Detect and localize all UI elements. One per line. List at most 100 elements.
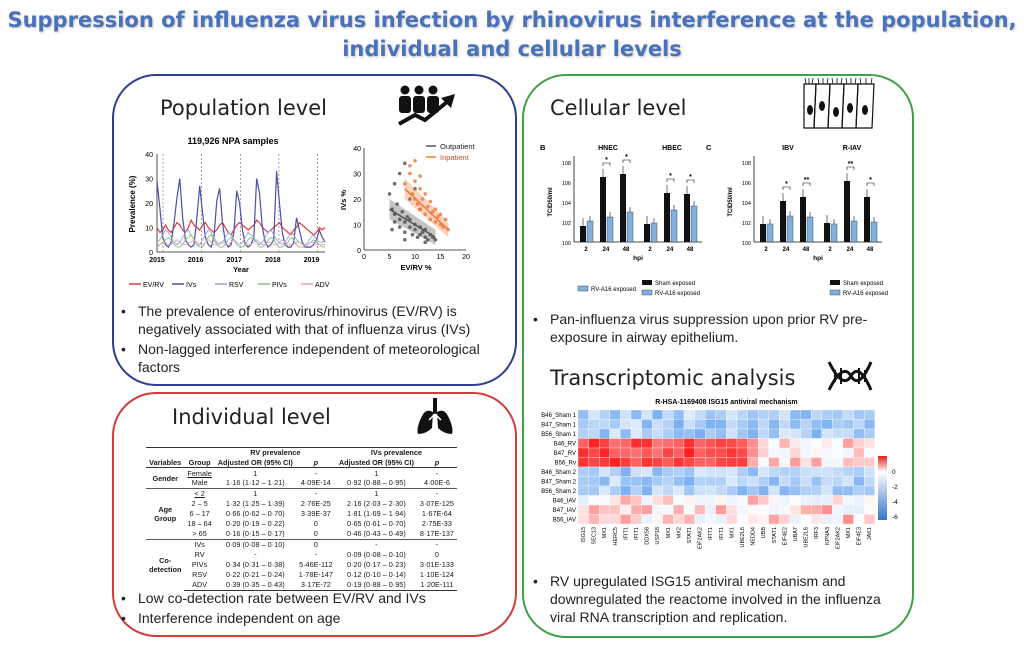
heatmap-cell xyxy=(758,419,769,430)
table-row: Co-detection IVs 0·09 (0·08 – 0·10) 0- - xyxy=(146,538,457,591)
y-axis-label: IVs % xyxy=(339,190,348,210)
heatmap-cell xyxy=(853,447,865,458)
heatmap-col-label: MX1 xyxy=(602,527,608,538)
table-cell: 2·16 (2·03 – 2·30) xyxy=(346,499,406,509)
x-tick-label: 2 xyxy=(764,247,768,253)
heatmap-cell xyxy=(842,447,854,458)
scatter-point xyxy=(438,212,443,217)
table-cell: Male xyxy=(191,478,208,488)
y-tick-label: 102 xyxy=(562,221,571,227)
heatmap-cell xyxy=(683,485,695,496)
heatmap-cell xyxy=(588,438,600,449)
fit-band xyxy=(404,178,449,238)
heatmap-cell xyxy=(811,514,822,525)
transcriptomic-heading: Transcriptomic analysis xyxy=(550,366,796,390)
x-tick-label: 15 xyxy=(437,254,445,261)
sig-bracket xyxy=(846,166,855,170)
fit-band xyxy=(389,199,436,245)
heatmap-cell xyxy=(652,428,663,439)
heatmap-cell xyxy=(779,514,791,525)
heatmap-cell xyxy=(683,466,695,477)
heatmap-cell xyxy=(673,447,685,458)
heatmap-cell xyxy=(588,466,600,477)
series-line-ivs xyxy=(156,171,326,249)
heatmap-cell xyxy=(726,447,738,458)
scatter-point xyxy=(436,215,440,219)
heatmap-cell xyxy=(853,485,865,496)
table-group-header: IVs prevalence xyxy=(335,446,457,458)
heatmap-cell xyxy=(789,419,801,430)
heatmap-cell xyxy=(652,466,663,477)
table-cell: 0·92 (0·88 – 0·95) xyxy=(346,478,406,488)
table-col-header: Variables xyxy=(146,457,185,469)
table-cell: 0 xyxy=(434,549,439,559)
heatmap-cell xyxy=(641,428,653,439)
heatmap-row-label: B56_IAV xyxy=(553,518,576,524)
table-variable: Gender xyxy=(146,467,185,489)
heatmap-cell xyxy=(811,447,822,458)
heatmap-cell xyxy=(736,485,748,496)
heatmap-cell xyxy=(715,504,727,515)
heatmap-cell xyxy=(779,476,791,487)
y-axis-label: Prevalence (%) xyxy=(128,175,137,232)
heatmap-cell xyxy=(726,419,738,430)
dna-icon xyxy=(825,356,875,401)
table-cell: 1·81 (1·69 – 1·94) xyxy=(346,509,406,519)
legend-label: RSV xyxy=(229,282,244,289)
table-cell: 1 xyxy=(214,487,296,499)
heatmap-cell xyxy=(662,419,674,430)
heatmap-cell xyxy=(683,457,695,468)
heatmap-cell xyxy=(726,438,738,449)
table-cell: 0 xyxy=(313,519,318,529)
heatmap-cell xyxy=(779,438,791,449)
heatmap-cell xyxy=(800,476,812,487)
heatmap-cell xyxy=(641,419,653,430)
heatmap-cell xyxy=(768,457,780,468)
heatmap-cell xyxy=(821,466,833,477)
heatmap-cell xyxy=(673,466,685,477)
heatmap-cell xyxy=(715,485,727,496)
bar-sham xyxy=(864,197,870,242)
heatmap-cell xyxy=(662,466,674,477)
x-tick-label: 10 xyxy=(411,254,419,261)
heatmap-cell xyxy=(726,457,738,468)
scatter-point xyxy=(433,207,438,211)
x-tick-label: 2 xyxy=(828,247,832,253)
heatmap-color-scale xyxy=(878,456,887,520)
sig-bracket xyxy=(602,162,611,166)
heatmap-cell xyxy=(715,438,727,449)
bullet: Interference independent on age xyxy=(118,609,510,627)
heatmap-cell xyxy=(747,447,759,458)
heatmap-cell xyxy=(832,428,844,439)
heatmap-cell xyxy=(800,447,812,458)
scatter-point xyxy=(415,235,420,240)
heatmap-cell xyxy=(694,476,706,487)
table-cell: 0·20 (0·17 – 0·23) xyxy=(346,560,406,570)
heatmap-cell xyxy=(662,409,674,420)
heatmap-cell xyxy=(609,419,621,430)
heatmap-cell xyxy=(758,428,769,439)
heatmap-cell xyxy=(821,438,833,449)
table-cell: 0·22 (0·21 – 0·24) xyxy=(225,570,285,580)
heatmap-cell xyxy=(662,485,674,496)
heatmap-cell xyxy=(683,438,695,449)
heatmap-cell xyxy=(577,447,589,458)
heatmap-cell xyxy=(705,485,716,496)
heatmap-cell xyxy=(662,514,674,525)
heatmap-col-label: MX1 xyxy=(666,527,672,538)
heatmap-cell xyxy=(726,428,738,439)
table-cell: 4·09E-14 xyxy=(300,478,331,488)
heatmap-cell xyxy=(577,428,589,439)
heatmap-cell xyxy=(588,485,600,496)
heatmap-cell xyxy=(842,495,854,506)
table-cell: 0 xyxy=(313,529,318,539)
scatter-point xyxy=(433,220,438,224)
heatmap-cell xyxy=(864,447,875,458)
scale-tick-label: 0 xyxy=(892,469,896,476)
heatmap-cell xyxy=(736,476,748,487)
heatmap-col-label: USP18 xyxy=(655,527,661,544)
heatmap-cell xyxy=(652,419,663,430)
table-cell: - xyxy=(295,467,336,479)
heatmap-cell xyxy=(662,438,674,449)
heatmap-row-label: B46_IAV xyxy=(553,499,576,505)
